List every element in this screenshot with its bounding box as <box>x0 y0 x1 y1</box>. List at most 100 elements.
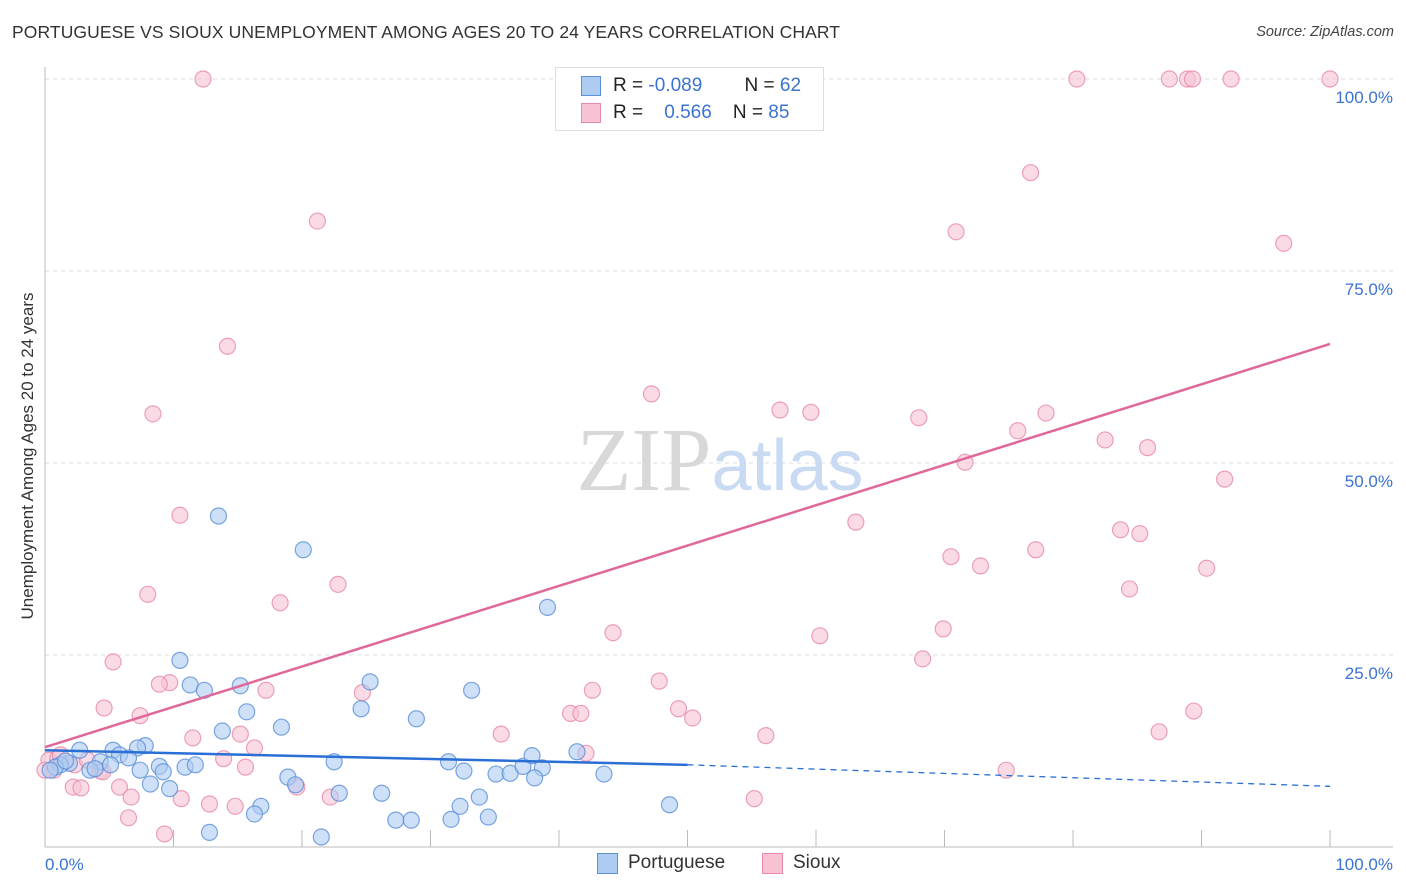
data-point <box>144 405 162 423</box>
y-tick-label: 100.0% <box>1335 88 1393 107</box>
data-point <box>1321 70 1339 88</box>
legend-row-portuguese: R = -0.089 N = 62 <box>581 74 801 98</box>
data-point <box>209 507 228 525</box>
n-label: N = <box>732 102 764 123</box>
r-label: R = <box>613 75 644 96</box>
data-point <box>155 825 174 843</box>
data-point <box>139 585 157 603</box>
data-point <box>604 624 622 642</box>
sioux-n-value: 85 <box>768 102 790 123</box>
data-point <box>245 805 264 823</box>
data-point <box>171 506 189 524</box>
data-point <box>1183 70 1202 88</box>
data-point <box>642 385 661 403</box>
data-point <box>1021 164 1040 182</box>
data-point <box>934 620 952 638</box>
data-point <box>650 672 668 690</box>
sioux-legend-swatch <box>762 852 783 874</box>
data-point <box>1185 702 1203 720</box>
data-point <box>194 70 212 88</box>
data-point <box>245 739 264 757</box>
data-point <box>811 627 829 645</box>
data-point <box>1216 470 1234 488</box>
data-point <box>583 681 602 699</box>
data-point <box>373 784 391 802</box>
data-point <box>407 710 425 728</box>
data-point <box>1198 559 1216 577</box>
data-point <box>525 769 544 787</box>
data-point <box>56 752 75 770</box>
data-point <box>86 760 104 778</box>
data-point <box>200 823 219 842</box>
data-point <box>942 548 960 566</box>
data-point <box>910 409 928 427</box>
data-point <box>470 788 488 806</box>
sioux-r-value: 0.566 <box>664 102 712 123</box>
data-point <box>236 758 255 776</box>
data-point <box>492 725 510 743</box>
data-point <box>172 790 190 808</box>
portuguese-n-value: 62 <box>779 75 802 96</box>
legend-item-portuguese[interactable]: Portuguese <box>597 852 725 874</box>
data-point <box>402 811 420 829</box>
data-point <box>119 749 138 767</box>
legend-row-sioux: R = 0.566 N = 85 <box>581 101 789 125</box>
source-label: Source: ZipAtlas.com <box>1256 24 1394 40</box>
data-point <box>150 675 168 693</box>
data-point <box>161 780 179 798</box>
data-point <box>154 763 172 781</box>
data-point <box>122 788 140 806</box>
data-point <box>669 700 688 718</box>
data-point <box>186 756 204 774</box>
data-point <box>41 761 59 779</box>
data-point <box>352 700 370 718</box>
data-point <box>523 747 541 765</box>
data-point <box>455 762 473 780</box>
data-point <box>101 756 120 774</box>
data-point <box>131 761 149 779</box>
data-point <box>231 725 249 743</box>
x-tick-label: 100.0% <box>1335 855 1393 874</box>
sioux-legend-label: Sioux <box>793 852 841 873</box>
data-point <box>538 598 557 616</box>
data-point <box>847 513 865 531</box>
data-point <box>442 810 460 828</box>
data-point <box>660 796 679 814</box>
data-point <box>1222 70 1240 88</box>
portuguese-trend-line <box>44 748 688 767</box>
data-point <box>1009 422 1027 440</box>
data-point <box>1068 70 1086 88</box>
data-point <box>451 797 469 815</box>
data-point <box>1027 541 1045 559</box>
x-tick-label: 0.0% <box>45 855 84 874</box>
data-point <box>294 541 312 559</box>
portuguese-legend-label: Portuguese <box>628 852 726 873</box>
n-label: N = <box>744 75 775 96</box>
data-point <box>568 743 586 761</box>
data-point <box>330 784 348 802</box>
data-point <box>1160 70 1178 88</box>
data-point <box>238 703 256 721</box>
data-point <box>286 776 305 794</box>
legend-item-sioux[interactable]: Sioux <box>762 852 841 874</box>
data-point <box>439 753 458 771</box>
data-point <box>141 775 159 793</box>
data-point <box>271 594 289 612</box>
y-tick-label: 25.0% <box>1345 664 1393 683</box>
y-tick-label: 75.0% <box>1345 280 1393 299</box>
sioux-swatch <box>581 103 601 123</box>
data-point <box>802 403 820 421</box>
data-point <box>1120 580 1139 598</box>
data-point <box>226 797 244 815</box>
r-label: R = <box>613 102 644 123</box>
data-point <box>257 681 275 699</box>
data-point <box>914 650 932 668</box>
data-point <box>997 761 1015 779</box>
data-point <box>971 557 990 575</box>
data-point <box>572 704 590 722</box>
data-point <box>947 223 965 241</box>
data-point <box>684 709 702 727</box>
watermark: ZIPatlas <box>576 411 863 510</box>
